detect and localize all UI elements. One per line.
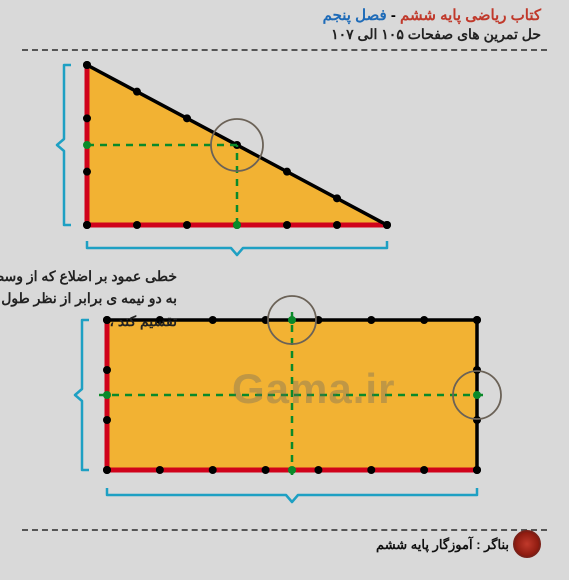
footer-credit: بناگر : آموزگار پایه ششم [0, 535, 569, 553]
bottom-divider [22, 529, 547, 531]
header-subtitle: حل تمرین های صفحات ۱۰۵ الی ۱۰۷ [0, 26, 541, 43]
book-title: کتاب ریاضی پایه ششم [400, 7, 541, 24]
annotation-text: خطی عمود بر اضلاع که از وسط به دو نیمه ی… [0, 265, 177, 332]
seal-icon [513, 530, 541, 558]
diagram-stage: خطی عمود بر اضلاع که از وسط به دو نیمه ی… [22, 55, 547, 525]
header-line1: کتاب ریاضی پایه ششم - فصل پنجم [0, 6, 541, 24]
sep: - [387, 7, 400, 24]
chapter-title: فصل پنجم [323, 7, 387, 24]
header: کتاب ریاضی پایه ششم - فصل پنجم حل تمرین … [0, 0, 569, 45]
top-divider [22, 49, 547, 51]
